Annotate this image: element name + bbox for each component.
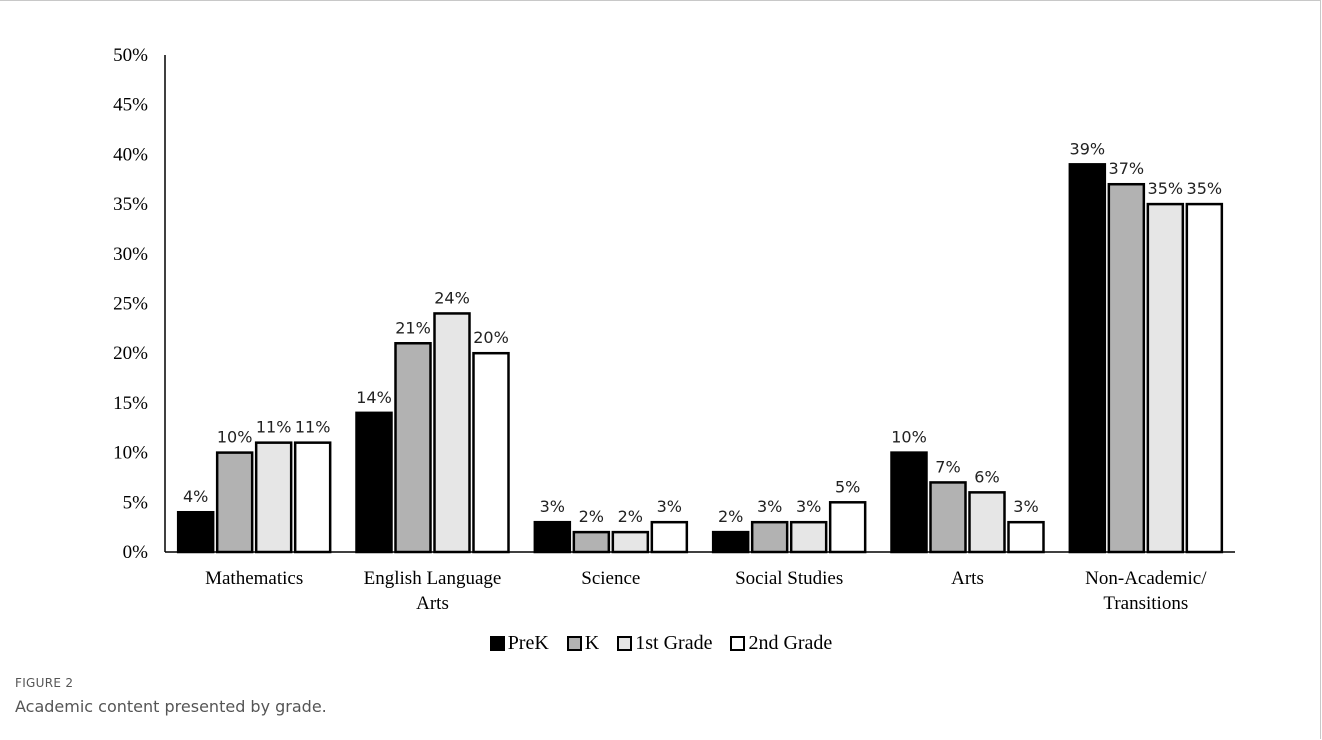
data-label: 2% bbox=[579, 507, 604, 526]
bar-prek-arts bbox=[890, 451, 928, 554]
y-tick-label: 25% bbox=[113, 294, 148, 315]
bar-2nd-grade-social-studies bbox=[828, 501, 867, 554]
y-tick-label: 0% bbox=[123, 542, 149, 563]
bar-1st-grade-mathematics bbox=[254, 441, 293, 554]
data-label: 6% bbox=[974, 467, 999, 486]
bar-2nd-grade-science bbox=[650, 520, 689, 554]
data-label: 3% bbox=[657, 497, 682, 516]
figure-label: FIGURE 2 bbox=[15, 676, 74, 690]
bar-1st-grade-english-language-arts bbox=[433, 312, 471, 554]
legend-swatch-prek bbox=[489, 636, 505, 651]
legend-item-prek: PreK bbox=[489, 632, 549, 655]
bars bbox=[176, 163, 1224, 554]
x-tick-label: Science bbox=[581, 568, 640, 589]
legend-swatch-k bbox=[566, 636, 582, 651]
legend: PreK K 1st Grade 2nd Grade bbox=[0, 632, 1322, 655]
bar-2nd-grade-mathematics bbox=[293, 441, 332, 554]
data-label: 3% bbox=[757, 497, 782, 516]
bar-prek-social-studies bbox=[711, 530, 750, 554]
data-label: 5% bbox=[835, 477, 860, 496]
bar-1st-grade-social-studies bbox=[789, 520, 828, 554]
legend-label-1st-grade: 1st Grade bbox=[635, 632, 713, 654]
data-label: 4% bbox=[183, 487, 208, 506]
data-label: 7% bbox=[935, 457, 960, 476]
data-label: 11% bbox=[295, 418, 331, 437]
data-label: 10% bbox=[217, 428, 253, 447]
bar-k-non-academic-transitions bbox=[1107, 182, 1146, 554]
figure-caption: Academic content presented by grade. bbox=[15, 697, 327, 716]
bar-prek-non-academic-transitions bbox=[1068, 163, 1107, 554]
y-tick-label: 5% bbox=[123, 492, 149, 513]
x-tick-label: Non-Academic/Transitions bbox=[1085, 568, 1207, 614]
bar-k-social-studies bbox=[750, 520, 789, 554]
y-tick-label: 50% bbox=[113, 45, 148, 66]
y-tick-label: 45% bbox=[113, 95, 148, 116]
data-label: 10% bbox=[891, 428, 927, 447]
x-tick-label: Social Studies bbox=[735, 568, 843, 589]
y-tick-label: 10% bbox=[113, 443, 148, 464]
x-tick-label: English Language Arts bbox=[364, 568, 502, 614]
bar-prek-science bbox=[533, 520, 572, 554]
x-tick-label: Mathematics bbox=[205, 568, 303, 589]
data-label: 2% bbox=[618, 507, 643, 526]
data-label: 3% bbox=[796, 497, 821, 516]
legend-swatch-2nd-grade bbox=[730, 636, 746, 651]
data-label: 24% bbox=[434, 288, 470, 307]
bar-prek-english-language-arts bbox=[355, 411, 393, 554]
x-axis: Mathematics English Language Arts Science So… bbox=[165, 551, 1235, 614]
legend-label-k: K bbox=[584, 632, 600, 654]
y-tick-label: 30% bbox=[113, 244, 148, 265]
bar-1st-grade-arts bbox=[968, 491, 1006, 554]
legend-label-2nd-grade: 2nd Grade bbox=[748, 632, 833, 654]
data-label: 20% bbox=[473, 328, 509, 347]
bar-prek-mathematics bbox=[176, 510, 215, 554]
y-tick-label: 35% bbox=[113, 194, 148, 215]
legend-swatch-1st-grade bbox=[617, 636, 633, 651]
data-label: 39% bbox=[1070, 139, 1106, 158]
y-tick-label: 15% bbox=[113, 393, 148, 414]
bar-1st-grade-non-academic-transitions bbox=[1146, 202, 1185, 554]
data-label: 14% bbox=[356, 388, 392, 407]
data-label: 3% bbox=[1013, 497, 1038, 516]
data-label: 21% bbox=[395, 318, 431, 337]
legend-label-prek: PreK bbox=[507, 632, 549, 654]
bar-k-english-language-arts bbox=[394, 342, 432, 554]
bar-2nd-grade-non-academic-transitions bbox=[1185, 202, 1224, 554]
bar-k-science bbox=[572, 530, 611, 554]
legend-item-k: K bbox=[566, 632, 600, 655]
bar-chart: 0%5%10%15%20%25%30%35%40%45%50% 4%10%11%… bbox=[113, 45, 1235, 614]
data-label: 37% bbox=[1109, 159, 1145, 178]
data-labels: 4%10%11% 11%14%21%24%20%3%2% 2%3%2%3% 3%5%1… bbox=[183, 139, 1222, 526]
y-tick-label: 40% bbox=[113, 144, 148, 165]
y-tick-label: 20% bbox=[113, 343, 148, 364]
bar-1st-grade-science bbox=[611, 530, 650, 554]
data-label: 2% bbox=[718, 507, 743, 526]
bar-2nd-grade-arts bbox=[1007, 520, 1045, 554]
data-label: 3% bbox=[540, 497, 565, 516]
bar-k-mathematics bbox=[215, 451, 254, 554]
y-axis: 0% 5% 10% 15% 20% 25% 30% 35% 40% 45% 50% bbox=[113, 45, 166, 563]
data-label: 11% bbox=[256, 418, 292, 437]
bar-k-arts bbox=[929, 481, 967, 554]
bar-2nd-grade-english-language-arts bbox=[472, 351, 510, 554]
legend-item-2nd-grade: 2nd Grade bbox=[730, 632, 832, 655]
data-label: 35% bbox=[1187, 179, 1223, 198]
x-tick-label: Arts bbox=[951, 568, 984, 589]
data-label: 35% bbox=[1148, 179, 1184, 198]
legend-item-1st-grade: 1st Grade bbox=[617, 632, 712, 655]
